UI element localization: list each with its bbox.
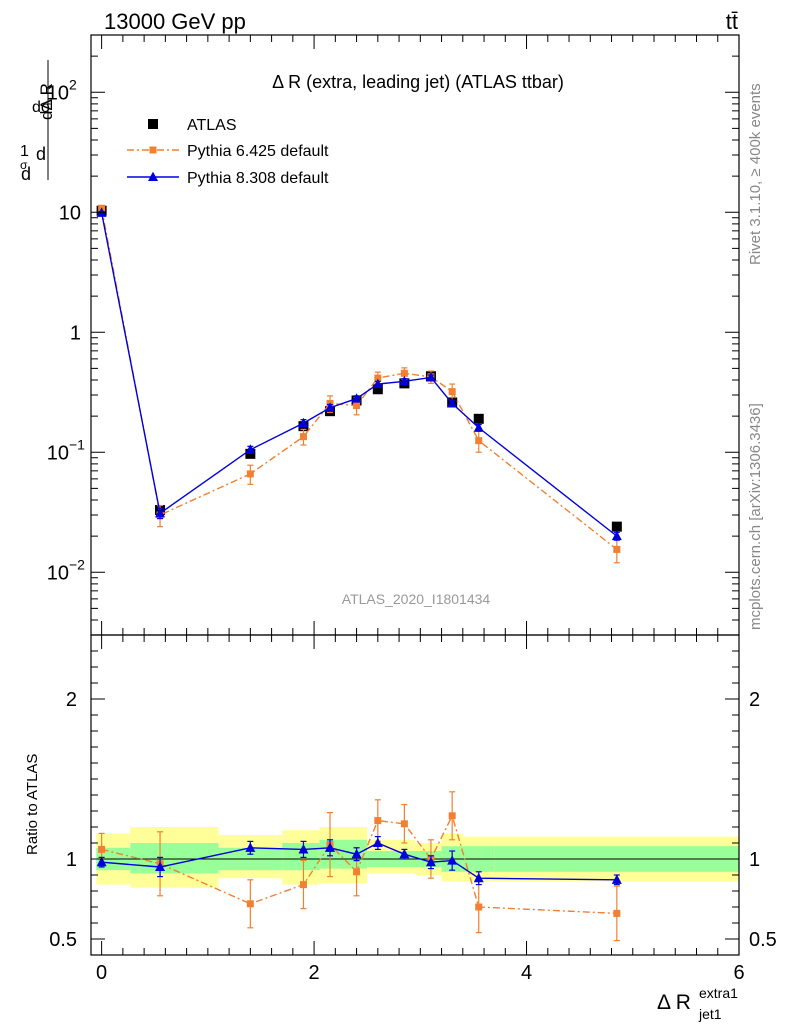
data-point-pythia6 <box>246 470 254 478</box>
legend-marker-pythia8 <box>148 171 158 182</box>
ratio-point-pythia8 <box>245 842 256 852</box>
legend-marker-atlas <box>148 119 158 129</box>
ratio-point-pythia8 <box>611 874 622 884</box>
svg-text:d: d <box>21 164 31 184</box>
x-tick-label: 0 <box>96 962 107 984</box>
ratio-point-pythia8 <box>325 842 336 852</box>
data-point-pythia8 <box>399 375 410 386</box>
analysis-watermark: ATLAS_2020_I1801434 <box>342 591 491 607</box>
xlabel-sub: jet1 <box>698 1006 722 1022</box>
x-tick-label: 4 <box>521 962 532 984</box>
main-title: Δ R (extra, leading jet) (ATLAS ttbar) <box>272 72 564 92</box>
y-tick-label: 10 <box>59 202 81 224</box>
ratio-y-tick-label-right: 2 <box>749 689 760 711</box>
legend-label: ATLAS <box>187 117 237 134</box>
y-tick-label: 10 <box>47 562 69 584</box>
svg-text:d: d <box>36 144 46 164</box>
ratio-y-tick-label: 2 <box>66 689 77 711</box>
ratio-point-pythia8 <box>425 856 436 867</box>
y-tick-label-exponent: 2 <box>69 76 77 92</box>
ratio-point-pythia6 <box>475 903 483 911</box>
y-tick-label: 1 <box>70 322 81 344</box>
data-point-pythia8 <box>425 372 436 382</box>
data-point-pythia8 <box>245 444 256 454</box>
data-point-pythia8 <box>155 507 166 518</box>
ratio-point-pythia8 <box>399 848 410 859</box>
data-point-atlas <box>473 413 484 424</box>
ratio-point-pythia8 <box>96 856 107 867</box>
data-point-pythia8 <box>298 417 309 428</box>
data-point-atlas <box>372 384 383 395</box>
ratio-point-pythia8 <box>155 861 166 872</box>
y-tick-label: 10 <box>47 442 69 464</box>
main-ylabel: d 1 σ d dσ dΔ R <box>20 60 56 184</box>
ratio-y-tick-label: 0.5 <box>49 929 77 951</box>
ratio-point-pythia6 <box>246 900 254 908</box>
x-tick-label: 2 <box>309 962 320 984</box>
uncertainty-band-inner <box>130 843 219 874</box>
legend-label: Pythia 8.308 default <box>187 170 329 187</box>
uncertainty-band-inner <box>282 843 320 871</box>
ratio-point-pythia6 <box>448 812 456 820</box>
data-point-pythia6 <box>374 374 382 382</box>
ratio-ylabel: Ratio to ATLAS <box>24 754 41 855</box>
ratio-y-tick-label-right: 1 <box>749 849 760 871</box>
svg-text:dΔ R: dΔ R <box>37 83 56 120</box>
series-line-pythia8 <box>100 212 618 537</box>
xlabel-main: Δ R <box>657 991 691 1014</box>
ratio-point-pythia6 <box>299 881 307 889</box>
ratio-point-pythia6 <box>353 868 361 876</box>
data-point-pythia6 <box>448 388 456 396</box>
mcplots-label: mcplots.cern.ch [arXiv:1306.3436] <box>747 403 764 630</box>
svg-text:dσ: dσ <box>32 99 51 116</box>
ratio-point-pythia8 <box>351 848 362 859</box>
data-point-pythia6 <box>400 369 408 377</box>
data-point-pythia8 <box>351 393 362 403</box>
ratio-point-pythia6 <box>98 845 106 853</box>
rivet-version-label: Rivet 3.1.10, ≥ 400k events <box>747 83 764 265</box>
legend-label: Pythia 6.425 default <box>187 143 329 160</box>
data-point-pythia6 <box>613 545 621 553</box>
ratio-point-pythia6 <box>400 820 408 828</box>
ratio-point-pythia8 <box>298 844 309 854</box>
ratio-line-pythia8 <box>101 842 617 881</box>
data-point-pythia6 <box>353 402 361 410</box>
y-tick-label-exponent: −2 <box>69 556 85 572</box>
series-line-pythia6 <box>100 208 618 550</box>
legend-marker-pythia6 <box>149 146 157 154</box>
xlabel-sup: extra1 <box>699 985 738 1001</box>
y-tick-label: 10 <box>47 82 69 104</box>
ratio-y-tick-label: 1 <box>66 849 77 871</box>
ratio-line-pythia6 <box>101 813 617 915</box>
y-tick-label-exponent: −1 <box>69 436 85 452</box>
data-point-pythia8 <box>447 398 458 408</box>
data-point-pythia8 <box>325 402 336 412</box>
ratio-point-pythia8 <box>447 855 458 865</box>
data-point-atlas <box>611 521 622 532</box>
ratio-y-tick-label-right: 0.5 <box>749 929 777 951</box>
data-point-pythia6 <box>475 437 483 445</box>
svg-text:1: 1 <box>20 143 29 160</box>
ratio-point-pythia6 <box>374 817 382 825</box>
data-point-pythia6 <box>299 433 307 441</box>
svg-text:σ: σ <box>20 158 28 172</box>
data-point-pythia8 <box>473 422 484 432</box>
ratio-point-pythia8 <box>372 837 383 848</box>
data-point-pythia8 <box>372 378 383 389</box>
ratio-point-pythia6 <box>613 909 621 917</box>
data-point-pythia8 <box>611 530 622 541</box>
xlabel: Δ R extra1 jet1 <box>657 985 738 1022</box>
ratio-point-pythia8 <box>473 872 484 883</box>
ratio-panel-frame <box>90 634 740 956</box>
header-left-label: 13000 GeV pp <box>104 9 246 34</box>
header-right-label: tt̄ <box>726 9 738 34</box>
x-tick-label: 6 <box>733 962 744 984</box>
